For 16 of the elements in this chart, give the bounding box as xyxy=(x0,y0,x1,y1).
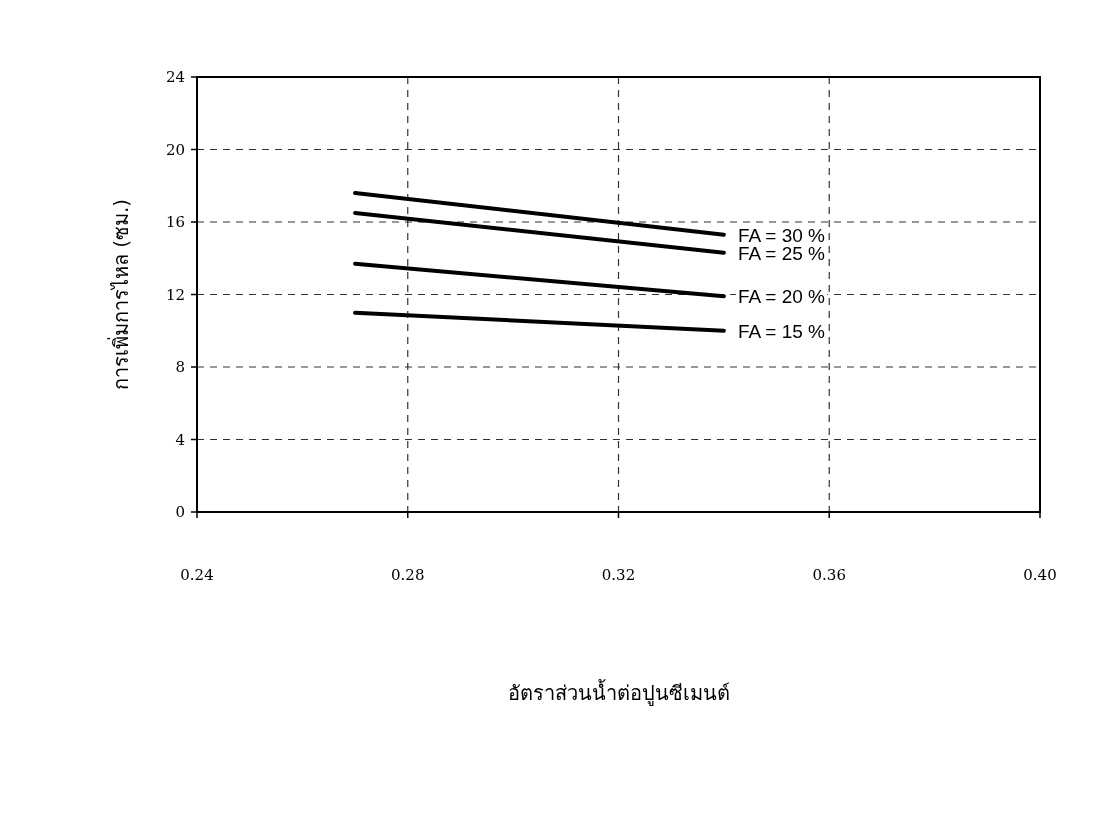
y-tick-label: 0 xyxy=(175,503,185,521)
y-tick-label: 24 xyxy=(165,68,185,86)
x-tick-label: 0.40 xyxy=(1023,566,1057,584)
x-tick-label: 0.32 xyxy=(601,566,636,584)
series-label: FA = 15 % xyxy=(737,320,826,342)
y-tick-label: 4 xyxy=(175,430,185,449)
y-tick-label: 20 xyxy=(165,140,185,159)
x-axis-title: อัตราส่วนน้ำต่อปูนซีเมนต์ xyxy=(507,679,730,706)
x-tick-label: 0.36 xyxy=(812,566,846,584)
y-axis-title: การเพิ่มการไหล (ซม.) xyxy=(107,198,133,391)
x-tick-label: 0.28 xyxy=(391,566,425,584)
x-tick-label: 0.24 xyxy=(180,566,214,584)
y-tick-label: 16 xyxy=(165,213,185,231)
y-tick-label: 12 xyxy=(165,285,185,304)
series-label: FA = 20 % xyxy=(737,286,826,308)
y-tick-label: 8 xyxy=(175,358,185,376)
